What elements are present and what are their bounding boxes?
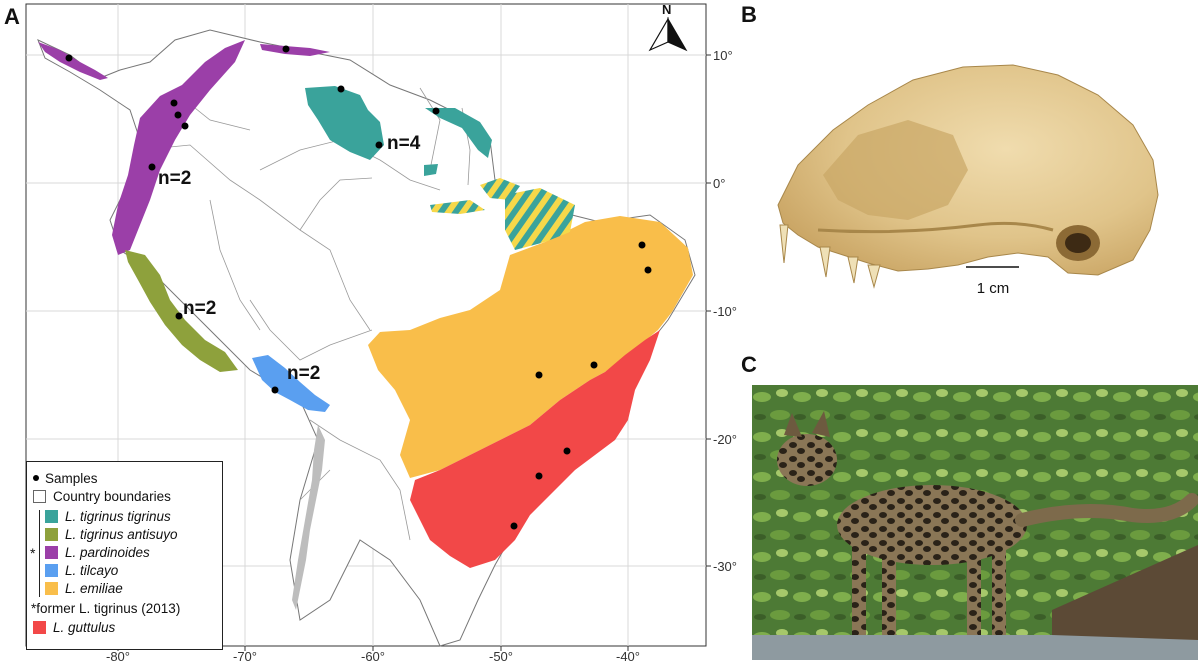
- lon-tick-label: -60°: [361, 649, 385, 662]
- range-tigrinus-tigrinus-small: [424, 164, 438, 176]
- range-hatched-overlap: [505, 188, 575, 250]
- annotation-n2-peru: n=2: [183, 298, 216, 319]
- sample-point: [535, 371, 543, 379]
- color-swatch: [45, 527, 58, 541]
- legend-label: L. pardinoides: [65, 544, 150, 560]
- sample-point: [170, 99, 178, 107]
- range-tigrinus-tigrinus-east: [425, 108, 492, 158]
- bracket-line: [39, 510, 40, 597]
- sample-point: [375, 141, 383, 149]
- sample-point: [432, 107, 440, 115]
- oncilla-photo: [752, 385, 1198, 660]
- skull-photo: 1 cm: [748, 25, 1200, 345]
- annotation-n2-bolivia: n=2: [287, 363, 320, 384]
- legend-item-guttulus: L. guttulus: [33, 618, 115, 636]
- sample-point: [337, 85, 345, 93]
- boundary-swatch-icon: [33, 489, 46, 503]
- color-swatch: [45, 563, 58, 577]
- sample-point: [174, 111, 182, 119]
- panel-label-c: C: [741, 352, 757, 377]
- lon-tick-label: -40°: [616, 649, 640, 662]
- annotation-n4-guiana: n=4: [387, 133, 421, 154]
- range-tilcayo: [252, 355, 330, 412]
- wooden-log: [1052, 545, 1198, 640]
- lat-tick-label: -20°: [713, 432, 737, 447]
- sample-point: [148, 163, 156, 171]
- range-pardinoides-north: [38, 42, 108, 80]
- oncilla-cat: [777, 411, 1198, 635]
- range-pardinoides-coast: [260, 44, 330, 56]
- range-hatched-coast-2: [430, 200, 485, 214]
- legend-item-tilcayo: L. tilcayo: [45, 561, 118, 579]
- panel-label-a: A: [4, 4, 20, 29]
- distribution-map: n=2 n=4 n=2 n=2 N -80° -70° -60° -50° -4…: [25, 2, 737, 664]
- sample-point: [282, 45, 290, 53]
- legend-item-emiliae: L. emiliae: [45, 579, 123, 597]
- sample-point: [175, 312, 183, 320]
- color-swatch: [45, 581, 58, 595]
- lon-tick-label: -80°: [106, 649, 130, 662]
- range-tigrinus-tigrinus: [305, 86, 384, 160]
- skull-teeth: [779, 224, 881, 289]
- color-swatch: [45, 545, 58, 559]
- scale-label: 1 cm: [977, 280, 1010, 297]
- legend-label: L. tigrinus antisuyo: [65, 526, 178, 542]
- lat-tick-label: 10°: [713, 48, 733, 63]
- sample-point: [644, 266, 652, 274]
- sample-point: [590, 361, 598, 369]
- skull-zygomatic-arch: [817, 221, 1054, 234]
- north-arrow-icon: [648, 16, 688, 52]
- legend-item-tigrinus-tigrinus: L. tigrinus tigrinus: [45, 507, 171, 525]
- sample-dot-icon: [33, 475, 39, 481]
- legend-item-boundaries: Country boundaries: [33, 487, 171, 505]
- lat-tick-label: -10°: [713, 304, 737, 319]
- lat-tick-label: 0°: [713, 176, 725, 191]
- oncilla-illustration: [752, 385, 1198, 660]
- sample-point: [181, 122, 189, 130]
- color-swatch: [33, 620, 46, 634]
- lon-tick-label: -70°: [233, 649, 257, 662]
- sample-point: [510, 522, 518, 530]
- legend-label: L. guttulus: [53, 619, 116, 635]
- range-pardinoides: [112, 40, 245, 255]
- color-swatch: [45, 509, 58, 523]
- grey-range: [292, 425, 325, 610]
- skull-illustration: 1 cm: [777, 64, 1159, 297]
- legend-former-note: *former L. tigrinus (2013): [31, 600, 181, 616]
- map-legend: Samples Country boundaries * L. tigrinus…: [26, 461, 223, 650]
- legend-label: L. tigrinus tigrinus: [65, 508, 171, 524]
- sample-point: [563, 447, 571, 455]
- legend-label: L. emiliae: [65, 580, 123, 596]
- sample-point: [638, 241, 646, 249]
- legend-label: Country boundaries: [53, 488, 171, 504]
- sample-point: [535, 472, 543, 480]
- sample-points: [65, 45, 652, 530]
- lon-tick-label: -50°: [489, 649, 513, 662]
- range-hatched-coast: [480, 178, 520, 200]
- north-label: N: [662, 2, 671, 17]
- lat-tick-label: -30°: [713, 559, 737, 574]
- range-tigrinus-antisuyo: [125, 250, 238, 372]
- sample-point: [65, 54, 73, 62]
- range-guttulus: [410, 330, 660, 568]
- skull-orbit: [823, 120, 968, 220]
- range-emiliae: [368, 216, 693, 478]
- panel-label-b: B: [741, 2, 757, 27]
- legend-label: Samples: [45, 470, 98, 486]
- legend-item-samples: Samples: [33, 469, 98, 487]
- log-base: [752, 635, 1198, 660]
- legend-item-pardinoides: L. pardinoides: [45, 543, 150, 561]
- ear-canal: [1065, 233, 1091, 253]
- annotation-n2-colombia: n=2: [158, 168, 191, 189]
- legend-asterisk: *: [30, 545, 36, 561]
- legend-item-tigrinus-antisuyo: L. tigrinus antisuyo: [45, 525, 178, 543]
- legend-label: L. tilcayo: [65, 562, 119, 578]
- sample-point: [271, 386, 279, 394]
